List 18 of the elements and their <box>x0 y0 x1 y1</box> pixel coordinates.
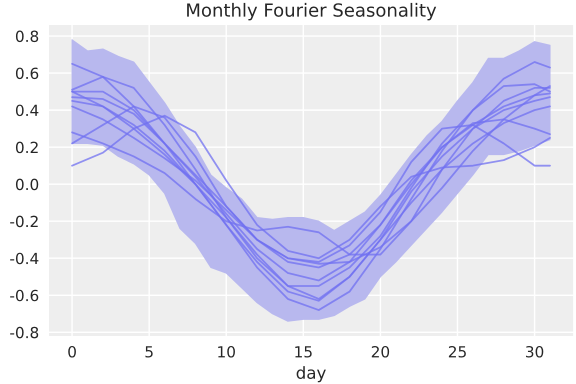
x-tick-label: 20 <box>372 346 390 358</box>
x-tick-label: 15 <box>295 346 312 358</box>
y-tick-label: 0.0 <box>16 178 38 190</box>
x-axis-title: day <box>296 366 326 382</box>
y-tick-label: -0.4 <box>10 252 38 264</box>
y-tick-label: -0.6 <box>10 290 38 302</box>
y-tick-label: 0.4 <box>16 104 38 116</box>
y-tick-label: 0.2 <box>16 142 38 154</box>
y-tick-label: 0.8 <box>16 30 38 42</box>
x-tick-label: 10 <box>218 346 235 358</box>
y-tick-label: -0.8 <box>10 326 38 338</box>
x-tick-label: 5 <box>145 346 153 358</box>
x-tick-label: 25 <box>448 346 466 358</box>
y-tick-label: -0.2 <box>10 216 38 228</box>
x-tick-label: 0 <box>68 346 76 358</box>
x-tick-label: 30 <box>526 346 544 358</box>
chart-title: Monthly Fourier Seasonality <box>187 2 436 20</box>
y-tick-label: 0.6 <box>16 68 38 80</box>
